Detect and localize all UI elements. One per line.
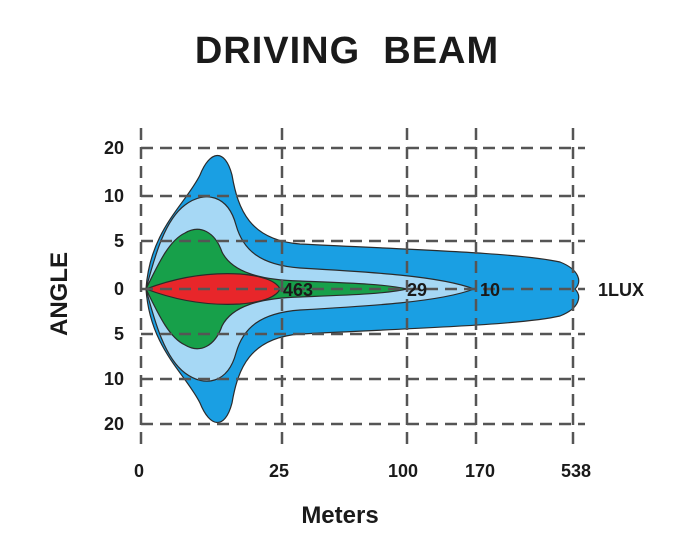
y-tick-label: 10 bbox=[104, 186, 124, 206]
y-tick-label: 0 bbox=[114, 279, 124, 299]
x-axis-label: Meters bbox=[301, 502, 379, 529]
contour-label-1lux: 1LUX bbox=[598, 280, 644, 300]
y-tick-label: 5 bbox=[114, 231, 124, 251]
chart-title: DRIVING BEAM bbox=[194, 30, 500, 72]
y-tick-label: 10 bbox=[104, 369, 124, 389]
contour-label-463: 463 bbox=[283, 280, 313, 300]
x-tick-label: 170 bbox=[465, 461, 495, 481]
contour-label-10: 10 bbox=[480, 280, 500, 300]
x-tick-label: 100 bbox=[388, 461, 418, 481]
contour-label-29: 29 bbox=[407, 280, 427, 300]
x-tick-label: 25 bbox=[269, 461, 289, 481]
x-tick-label: 0 bbox=[134, 461, 144, 481]
y-tick-label: 5 bbox=[114, 324, 124, 344]
y-tick-label: 20 bbox=[104, 138, 124, 158]
y-tick-label: 20 bbox=[104, 414, 124, 434]
x-tick-label: 538 bbox=[561, 461, 591, 481]
